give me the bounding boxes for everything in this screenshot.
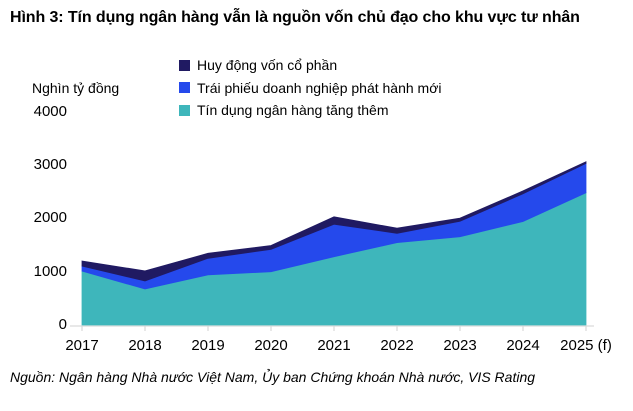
x-tick-label: 2018 — [128, 337, 162, 354]
x-tick-label: 2025 (f) — [560, 337, 612, 354]
legend-label-bonds: Trái phiếu doanh nghiệp phát hành mới — [197, 79, 442, 96]
legend-swatch-equity-icon — [179, 59, 190, 71]
legend-item-equity: Huy động vốn cổ phần — [179, 54, 442, 77]
y-tick-label: 3000 — [33, 156, 67, 174]
legend-label-credit: Tín dụng ngân hàng tăng thêm — [197, 102, 389, 119]
x-tick-label: 2024 — [506, 337, 540, 354]
chart-title: Hình 3: Tín dụng ngân hàng vẫn là nguồn … — [10, 9, 580, 26]
legend-swatch-credit-icon — [179, 104, 190, 116]
y-axis-unit-label: Nghìn tỷ đồng — [32, 80, 120, 96]
area-series-0 — [81, 161, 587, 282]
y-tick-label: 2000 — [33, 209, 67, 227]
source-note: Nguồn: Ngân hàng Nhà nước Việt Nam, Ủy b… — [10, 369, 536, 385]
legend-swatch-bonds-icon — [179, 82, 190, 94]
legend-item-credit: Tín dụng ngân hàng tăng thêm — [179, 99, 442, 122]
legend-label-equity: Huy động vốn cổ phần — [197, 57, 338, 74]
legend-item-bonds: Trái phiếu doanh nghiệp phát hành mới — [179, 77, 442, 100]
x-tick-label: 2017 — [65, 337, 99, 354]
y-tick-label: 0 — [58, 316, 67, 333]
x-tick-label: 2020 — [254, 337, 288, 354]
y-tick-label: 4000 — [33, 102, 67, 120]
x-tick-label: 2022 — [380, 337, 414, 354]
chart-legend: Huy động vốn cổ phần Trái phiếu doanh ng… — [179, 54, 442, 122]
y-tick-label: 1000 — [33, 262, 67, 280]
x-tick-label: 2021 — [317, 337, 351, 354]
x-tick-label: 2023 — [443, 337, 477, 354]
x-tick-label: 2019 — [191, 337, 225, 354]
